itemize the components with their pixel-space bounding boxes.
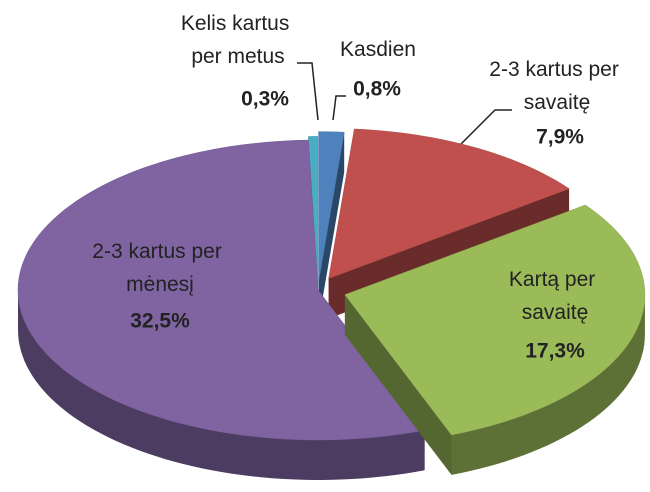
slice (318, 131, 345, 282)
slice-face (318, 132, 345, 322)
slice (344, 204, 646, 436)
category-label: 2-3 kartus per savaitę (489, 58, 624, 114)
value-label: 7,9% (536, 126, 584, 149)
slice-side (18, 290, 425, 480)
leader-line (332, 95, 346, 121)
slice-face (344, 294, 452, 475)
value-label: 32,5% (130, 310, 190, 333)
category-label: 2-3 kartus per mėnesį (92, 240, 227, 296)
leader-line (297, 62, 319, 121)
category-label: Kartą per savaitę (509, 268, 601, 324)
slice (328, 128, 570, 279)
leader-line (459, 109, 512, 146)
slice-side (451, 294, 645, 475)
value-label: 0,8% (353, 78, 401, 101)
value-label: 0,3% (241, 88, 289, 111)
value-label: 17,3% (525, 340, 585, 363)
category-label: Kasdien (340, 38, 416, 61)
category-label: Kelis kartus per metus (181, 12, 295, 68)
slice (17, 139, 426, 441)
